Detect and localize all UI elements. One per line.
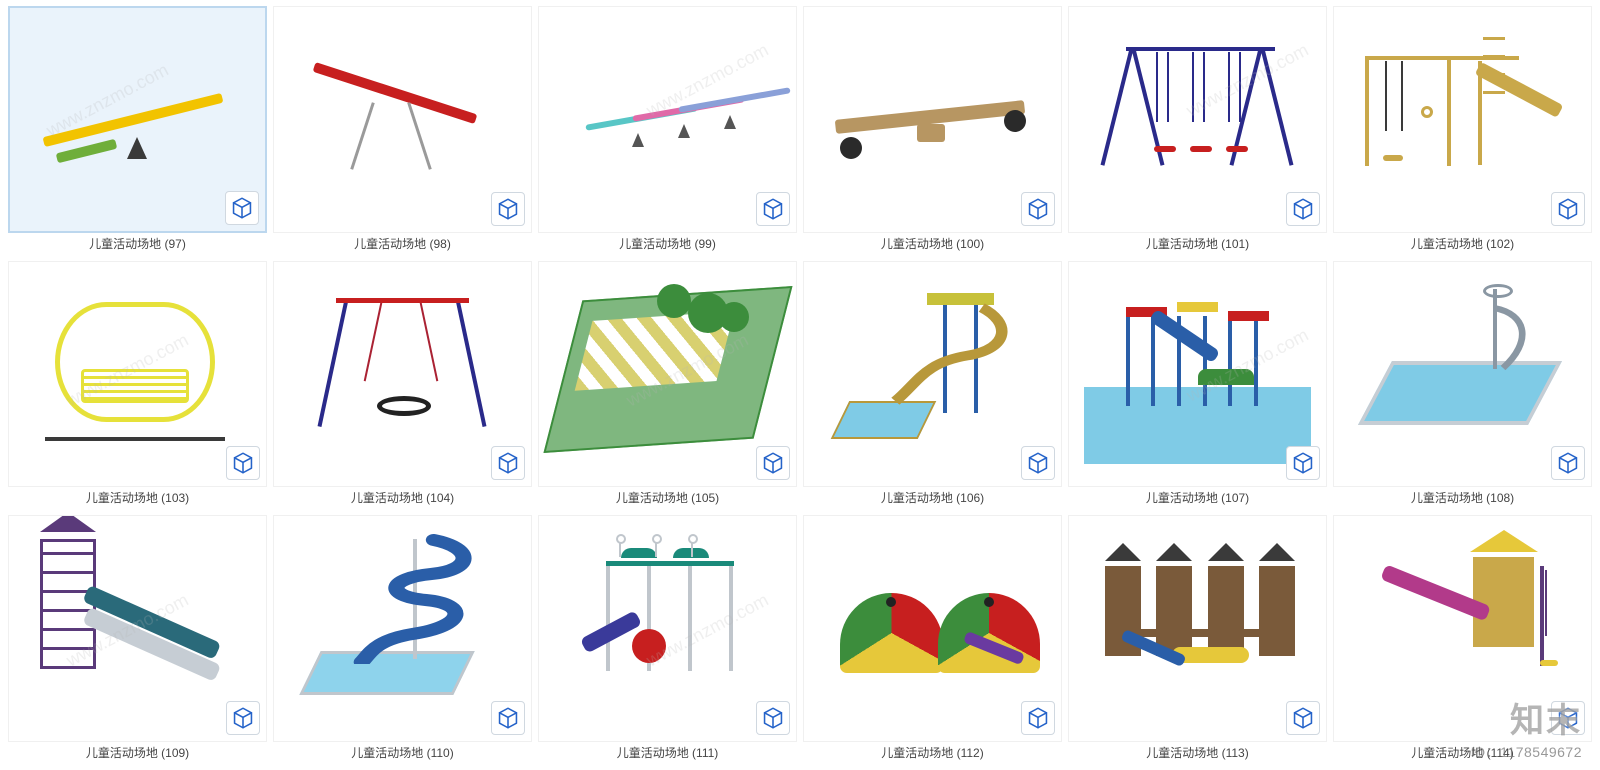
thumbnail-caption: 儿童活动场地 (103): [8, 487, 267, 509]
thumbnail-image[interactable]: [8, 515, 267, 742]
thumbnail-image[interactable]: [803, 515, 1062, 742]
thumbnail-cell[interactable]: 儿童活动场地 (104): [273, 261, 532, 510]
thumbnail-caption: 儿童活动场地 (110): [273, 742, 532, 764]
file-type-3d-icon: [491, 192, 525, 226]
file-type-3d-icon: [756, 192, 790, 226]
thumbnail-caption: 儿童活动场地 (109): [8, 742, 267, 764]
thumbnail-caption: 儿童活动场地 (107): [1068, 487, 1327, 509]
thumbnail-caption: 儿童活动场地 (101): [1068, 233, 1327, 255]
thumbnail-caption: 儿童活动场地 (112): [803, 742, 1062, 764]
file-type-3d-icon: [1551, 192, 1585, 226]
thumbnail-cell[interactable]: 儿童活动场地 (108): [1333, 261, 1592, 510]
file-type-3d-icon: [1021, 701, 1055, 735]
thumbnail-caption: 儿童活动场地 (98): [273, 233, 532, 255]
thumbnail-caption: 儿童活动场地 (104): [273, 487, 532, 509]
thumbnail-image[interactable]: [1333, 261, 1592, 488]
file-type-3d-icon: [226, 446, 260, 480]
thumbnail-cell[interactable]: 儿童活动场地 (100): [803, 6, 1062, 255]
file-type-3d-icon: [1551, 446, 1585, 480]
thumbnail-image[interactable]: [1068, 515, 1327, 742]
thumbnail-cell[interactable]: 儿童活动场地 (103): [8, 261, 267, 510]
thumbnail-image[interactable]: [1333, 6, 1592, 233]
thumbnail-caption: 儿童活动场地 (108): [1333, 487, 1592, 509]
thumbnail-caption: 儿童活动场地 (113): [1068, 742, 1327, 764]
thumbnail-image[interactable]: [803, 6, 1062, 233]
thumbnail-cell[interactable]: 儿童活动场地 (109): [8, 515, 267, 764]
thumbnail-image[interactable]: [803, 261, 1062, 488]
thumbnail-image[interactable]: [8, 6, 267, 233]
thumbnail-cell[interactable]: 儿童活动场地 (97): [8, 6, 267, 255]
thumbnail-cell[interactable]: 儿童活动场地 (110): [273, 515, 532, 764]
file-type-3d-icon: [226, 701, 260, 735]
thumbnail-caption: 儿童活动场地 (111): [538, 742, 797, 764]
thumbnail-caption: 儿童活动场地 (102): [1333, 233, 1592, 255]
file-type-3d-icon: [1021, 446, 1055, 480]
watermark-id: ID：1178549672: [1471, 742, 1582, 762]
file-type-3d-icon: [756, 701, 790, 735]
file-type-3d-icon: [1286, 192, 1320, 226]
file-type-3d-icon: [491, 701, 525, 735]
thumbnail-caption: 儿童活动场地 (99): [538, 233, 797, 255]
thumbnail-cell[interactable]: 儿童活动场地 (105): [538, 261, 797, 510]
thumbnail-cell[interactable]: 儿童活动场地 (101): [1068, 6, 1327, 255]
thumbnail-cell[interactable]: 儿童活动场地 (98): [273, 6, 532, 255]
thumbnail-caption: 儿童活动场地 (105): [538, 487, 797, 509]
thumbnail-image[interactable]: [8, 261, 267, 488]
file-type-3d-icon: [1021, 192, 1055, 226]
file-type-3d-icon: [1286, 446, 1320, 480]
thumbnail-cell[interactable]: 儿童活动场地 (112): [803, 515, 1062, 764]
thumbnail-image[interactable]: [1068, 261, 1327, 488]
thumbnail-cell[interactable]: 儿童活动场地 (102): [1333, 6, 1592, 255]
thumbnail-cell[interactable]: 儿童活动场地 (106): [803, 261, 1062, 510]
thumbnail-image[interactable]: [273, 261, 532, 488]
file-type-3d-icon: [225, 191, 259, 225]
watermark-brand: 知末: [1510, 693, 1582, 742]
thumbnail-caption: 儿童活动场地 (97): [8, 233, 267, 255]
thumbnail-cell[interactable]: 儿童活动场地 (111): [538, 515, 797, 764]
file-type-3d-icon: [756, 446, 790, 480]
thumbnail-image[interactable]: [538, 261, 797, 488]
thumbnail-image[interactable]: [1068, 6, 1327, 233]
thumbnail-image[interactable]: [273, 515, 532, 742]
thumbnail-cell[interactable]: 儿童活动场地 (99): [538, 6, 797, 255]
file-type-3d-icon: [1286, 701, 1320, 735]
thumbnail-caption: 儿童活动场地 (100): [803, 233, 1062, 255]
thumbnail-image[interactable]: [538, 6, 797, 233]
thumbnail-cell[interactable]: 儿童活动场地 (107): [1068, 261, 1327, 510]
thumbnail-image[interactable]: [538, 515, 797, 742]
file-type-3d-icon: [491, 446, 525, 480]
thumbnail-cell[interactable]: 儿童活动场地 (113): [1068, 515, 1327, 764]
thumbnail-image[interactable]: [273, 6, 532, 233]
thumbnail-grid: 儿童活动场地 (97) 儿童活动场地 (98) 儿童活动场地 (99): [0, 0, 1600, 770]
thumbnail-caption: 儿童活动场地 (106): [803, 487, 1062, 509]
